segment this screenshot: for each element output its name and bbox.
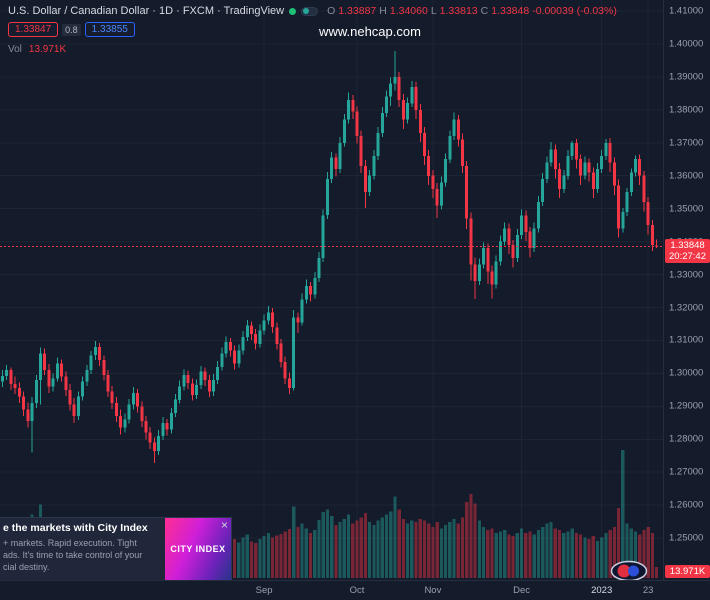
legend-row-title: U.S. Dollar / Canadian Dollar · 1D · FXC… xyxy=(8,5,617,17)
symbol-title[interactable]: U.S. Dollar / Canadian Dollar · 1D · FXC… xyxy=(8,5,285,17)
ad-close-icon[interactable]: × xyxy=(220,518,228,532)
high-label: H xyxy=(379,5,387,17)
legend-row-volume: Vol 13.971K xyxy=(8,44,617,55)
time-axis[interactable]: Sep Oct Nov Dec 2023 23 xyxy=(0,580,710,600)
chart-legend: U.S. Dollar / Canadian Dollar · 1D · FXC… xyxy=(8,5,617,55)
ad-line-2: ads. It's time to take control of your xyxy=(3,550,143,561)
bar-countdown: 20:27:42 xyxy=(669,250,706,262)
visibility-toggle-icon[interactable] xyxy=(301,6,319,16)
sell-button[interactable]: 1.33847 xyxy=(8,22,59,37)
toggle-dot-icon xyxy=(303,8,310,14)
ad-logo-icon xyxy=(610,560,648,580)
ad-line-1: + markets. Rapid execution. Tight xyxy=(3,538,137,548)
ad-text: e the markets with City Index + markets.… xyxy=(0,518,165,580)
change-value: -0.00039 (-0.03%) xyxy=(532,5,617,17)
ohlc-values: O 1.33887 H 1.34060 L 1.33813 C 1.33848 -0.0… xyxy=(327,5,617,17)
volume-indicator-label[interactable]: Vol xyxy=(8,44,22,55)
city-index-logo[interactable]: CITY INDEX xyxy=(165,518,231,580)
buy-button[interactable]: 1.33855 xyxy=(84,22,135,37)
low-label: L xyxy=(430,5,437,17)
last-price-value: 1.33848 xyxy=(670,239,705,251)
legend-row-quotes: 1.33847 0.8 1.33855 xyxy=(8,22,617,37)
ad-line-3: cial destiny. xyxy=(3,562,50,573)
open-label: O xyxy=(327,5,336,17)
high-value: 1.34060 xyxy=(389,5,428,17)
price-axis[interactable]: 1.41000 1.40000 1.39000 1.38000 1.37000 1.360… xyxy=(663,0,710,580)
open-value: 1.33887 xyxy=(338,5,377,17)
watermark: www.nehcap.com xyxy=(319,24,421,39)
volume-indicator-value: 13.971K xyxy=(28,44,67,55)
low-value: 1.33813 xyxy=(439,5,478,17)
volume-badge: 13.971K xyxy=(665,565,710,578)
ad-headline: e the markets with City Index xyxy=(3,522,148,534)
close-label: C xyxy=(480,5,489,17)
market-status-icon xyxy=(289,7,297,15)
ad-popup[interactable]: e the markets with City Index + markets.… xyxy=(0,517,232,580)
last-price-badge: 1.33848 20:27:42 xyxy=(665,238,710,263)
candlestick-chart[interactable] xyxy=(0,0,663,580)
chart-pane[interactable]: U.S. Dollar / Canadian Dollar · 1D · FXC… xyxy=(0,0,663,580)
spread-value: 0.8 xyxy=(62,23,81,36)
close-value: 1.33848 xyxy=(491,5,530,17)
